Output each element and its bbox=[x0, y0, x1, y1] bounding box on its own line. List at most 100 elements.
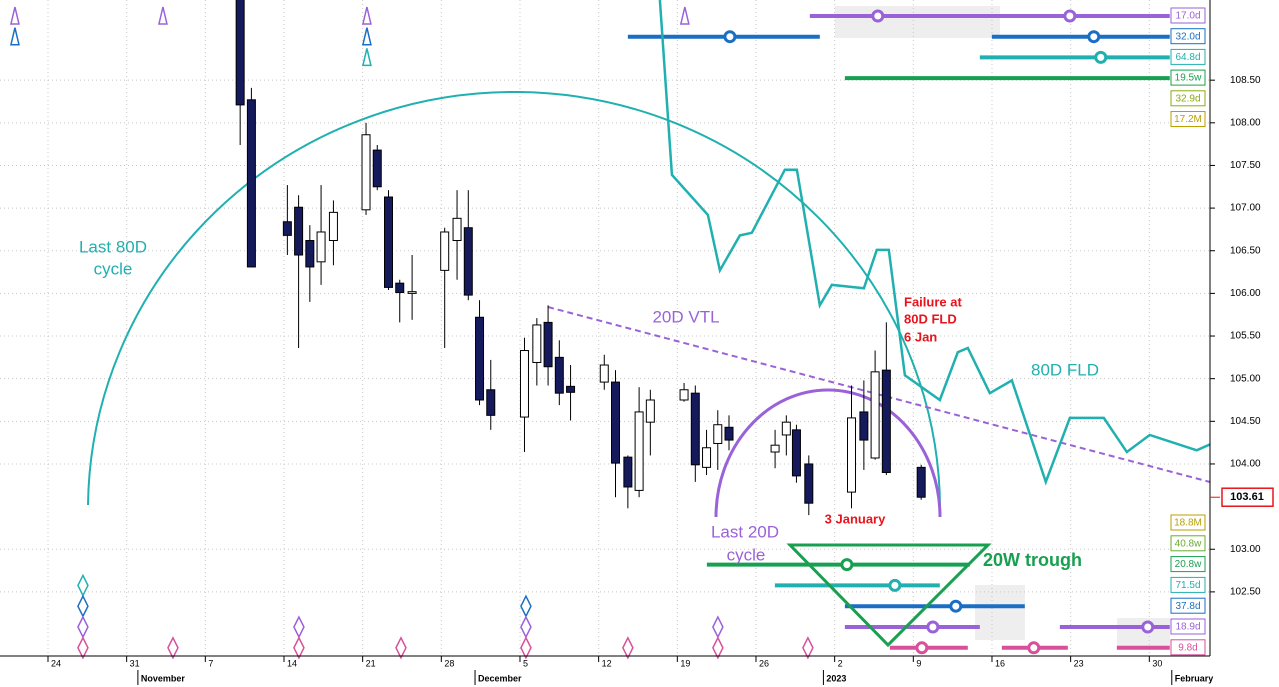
candle-body bbox=[519, 350, 529, 418]
candle-body bbox=[791, 429, 801, 477]
row-label-box bbox=[1170, 556, 1206, 573]
annotation: Last 20D bbox=[711, 522, 779, 541]
candle-body bbox=[532, 324, 542, 363]
candle-body bbox=[316, 231, 326, 263]
y-tick-label: 108.50 bbox=[1230, 75, 1261, 86]
candle-body bbox=[611, 381, 621, 464]
annotations: Last 80D cycle 20D VTL 80D FLD Failure a… bbox=[79, 237, 1099, 569]
trough-marker bbox=[520, 615, 532, 639]
trough-marker bbox=[361, 6, 372, 25]
candle-body bbox=[361, 134, 371, 211]
y-tick-label: 102.50 bbox=[1230, 587, 1261, 598]
trough-marker bbox=[712, 636, 724, 660]
candle-body bbox=[452, 217, 462, 242]
cycle-marker bbox=[1063, 9, 1077, 23]
cycle-marker bbox=[871, 9, 885, 23]
row-label-box bbox=[1170, 69, 1206, 86]
cycle-marker bbox=[723, 30, 737, 44]
annotation: cycle bbox=[94, 259, 133, 278]
y-tick-label: 104.50 bbox=[1230, 416, 1261, 427]
candle-body bbox=[372, 149, 382, 188]
cycle-marker bbox=[1141, 620, 1155, 634]
trough-marker bbox=[395, 636, 407, 660]
row-label: 9.8d bbox=[1178, 642, 1197, 653]
x-tick-label: 21 bbox=[366, 658, 376, 668]
x-tick-label: 30 bbox=[1152, 658, 1162, 668]
cycle-marker bbox=[949, 599, 963, 613]
y-tick-label: 104.00 bbox=[1230, 459, 1261, 470]
x-tick-label: 5 bbox=[523, 658, 528, 668]
row-label: 32.9d bbox=[1175, 93, 1200, 104]
candle-body bbox=[407, 291, 417, 294]
cycle-marker bbox=[840, 558, 854, 572]
y-tick-label: 107.00 bbox=[1230, 203, 1261, 214]
candle-body bbox=[724, 426, 734, 441]
x-tick-label: 26 bbox=[759, 658, 769, 668]
trough-marker bbox=[9, 6, 20, 25]
cycle-marker bbox=[1094, 50, 1108, 64]
fld-line bbox=[658, 0, 1210, 486]
row-label-box bbox=[1170, 576, 1206, 593]
trough-triangle bbox=[786, 543, 992, 648]
candle-body bbox=[294, 206, 304, 256]
trough-marker bbox=[167, 636, 179, 660]
annotation: Failure at bbox=[904, 294, 962, 309]
trough-marker bbox=[622, 636, 634, 660]
y-tick-label: 106.00 bbox=[1230, 288, 1261, 299]
candle-body bbox=[328, 211, 338, 242]
candle-body bbox=[916, 466, 926, 498]
trough-marker bbox=[361, 27, 372, 46]
trough-marker bbox=[293, 615, 305, 639]
x-tick-label: 9 bbox=[916, 658, 921, 668]
x-tick-label: 7 bbox=[208, 658, 213, 668]
candle-body bbox=[634, 411, 644, 491]
row-label-box bbox=[1170, 535, 1206, 552]
shaded-zone bbox=[975, 585, 1025, 640]
row-label-box bbox=[1170, 111, 1206, 127]
annotation: 80D FLD bbox=[1031, 360, 1099, 379]
annotation: Last 80D bbox=[79, 237, 147, 256]
plot bbox=[235, 0, 1210, 516]
candle-body bbox=[566, 385, 576, 393]
trough-marker bbox=[158, 6, 168, 25]
x-tick-label: 2 bbox=[838, 658, 843, 668]
row-label-box bbox=[1170, 28, 1206, 45]
annotation: 3 January bbox=[825, 511, 886, 526]
row-label: 64.8d bbox=[1175, 52, 1200, 63]
candle-body bbox=[282, 221, 292, 236]
trough-marker bbox=[77, 594, 89, 618]
month-label: February bbox=[1175, 673, 1214, 683]
last-price-label: 103.61 bbox=[1230, 491, 1264, 503]
y-tick-label: 108.00 bbox=[1230, 117, 1261, 128]
x-tick-label: 24 bbox=[51, 658, 61, 668]
candle-body bbox=[543, 321, 553, 368]
candle-body bbox=[713, 424, 723, 444]
row-label: 17.0d bbox=[1175, 11, 1200, 22]
x-tick-label: 28 bbox=[444, 658, 454, 668]
row-label: 37.8d bbox=[1175, 601, 1200, 612]
candle-body bbox=[679, 389, 689, 401]
candle-body bbox=[770, 444, 780, 453]
row-label-box bbox=[1170, 48, 1206, 65]
trough-marker bbox=[77, 636, 89, 660]
x-tick-label: 31 bbox=[130, 658, 140, 668]
row-label: 17.2M bbox=[1174, 114, 1202, 125]
cycle-marker bbox=[926, 620, 940, 634]
row-label: 32.0d bbox=[1175, 31, 1200, 42]
trough-marker bbox=[361, 48, 372, 67]
y-tick-label: 103.00 bbox=[1230, 544, 1261, 555]
candle-body bbox=[623, 456, 633, 488]
row-label-box bbox=[1170, 618, 1206, 635]
candle-body bbox=[870, 371, 880, 459]
cycle-arc-20d bbox=[714, 388, 942, 518]
candle-body bbox=[599, 364, 609, 383]
trough-marker bbox=[679, 6, 690, 25]
x-tick-label: 14 bbox=[287, 658, 297, 668]
candle-body bbox=[690, 392, 700, 466]
month-label: December bbox=[478, 673, 522, 683]
row-label: 19.5w bbox=[1175, 73, 1202, 84]
cycle-marker bbox=[1087, 30, 1101, 44]
candle-body bbox=[781, 421, 791, 436]
grid bbox=[0, 0, 1210, 655]
